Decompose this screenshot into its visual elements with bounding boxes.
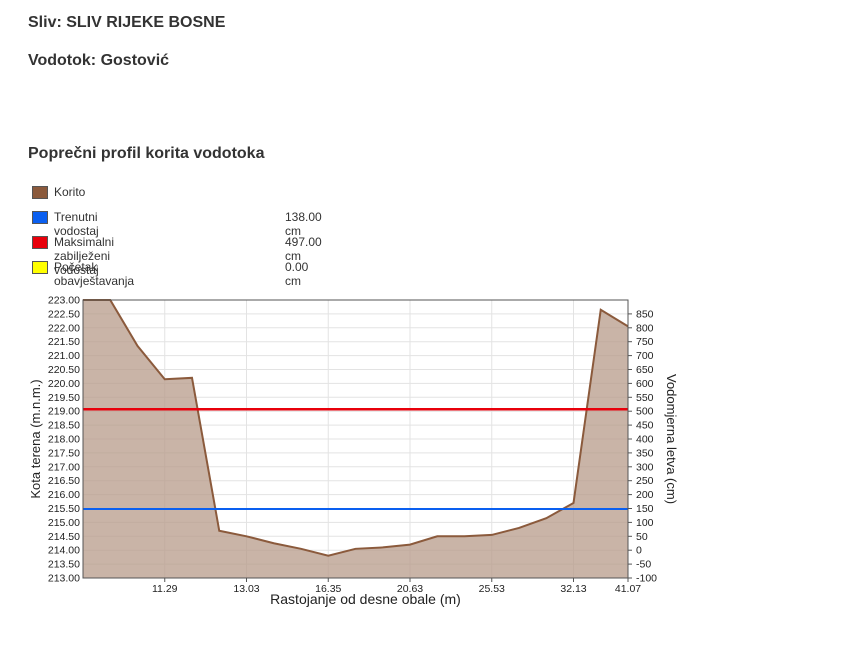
y2-tick-label: 200 bbox=[636, 489, 654, 501]
x-tick-label: 11.29 bbox=[152, 583, 178, 595]
korito-line bbox=[83, 299, 629, 557]
legend-swatch-trenutni bbox=[32, 211, 48, 224]
x-tick-label: 20.63 bbox=[397, 583, 423, 595]
y2-tick-label: 0 bbox=[636, 545, 642, 557]
legend-value: 138.00 cm bbox=[285, 210, 322, 238]
y2-tick-label: 750 bbox=[636, 336, 654, 348]
vodotok-heading: Vodotok: Gostović bbox=[28, 52, 170, 69]
y-tick-label: 214.50 bbox=[48, 531, 80, 543]
y-tick-label: 214.00 bbox=[48, 545, 80, 557]
y2-tick-label: 850 bbox=[636, 308, 654, 320]
y2-tick-label: 600 bbox=[636, 378, 654, 390]
y-tick-label: 216.50 bbox=[48, 475, 80, 487]
legend-value: 0.00 cm bbox=[285, 260, 309, 288]
y-tick-label: 218.00 bbox=[48, 434, 80, 446]
y2-tick-label: 450 bbox=[636, 420, 654, 432]
y2-tick-label: 500 bbox=[636, 406, 654, 418]
legend-swatch-korito bbox=[32, 186, 48, 199]
y-tick-label: 220.00 bbox=[48, 378, 80, 390]
y-tick-label: 216.00 bbox=[48, 489, 80, 501]
legend-label: Maksimalni zabilježeni vodostaj bbox=[54, 235, 115, 277]
legend-label: Početak obavještavanja bbox=[54, 260, 135, 288]
y-tick-label: 219.00 bbox=[48, 406, 80, 418]
x-tick-label: 16.35 bbox=[315, 583, 341, 595]
y2-tick-label: 300 bbox=[636, 461, 654, 473]
y-tick-label: 220.50 bbox=[48, 364, 80, 376]
x-tick-label: 25.53 bbox=[479, 583, 505, 595]
y2-tick-label: 250 bbox=[636, 475, 654, 487]
y-tick-label: 223.00 bbox=[48, 295, 80, 307]
y-tick-label: 217.50 bbox=[48, 447, 80, 459]
y2-axis-title: Vodomjerna letva (cm) bbox=[664, 374, 679, 504]
y-tick-label: 217.00 bbox=[48, 461, 80, 473]
y-tick-label: 222.50 bbox=[48, 308, 80, 320]
x-tick-label: 41.07 bbox=[615, 583, 641, 595]
y2-tick-label: 350 bbox=[636, 447, 654, 459]
y-tick-label: 215.00 bbox=[48, 517, 80, 529]
x-tick-label: 13.03 bbox=[233, 583, 259, 595]
sliv-heading: Sliv: SLIV RIJEKE BOSNE bbox=[28, 14, 226, 31]
section-title: Poprečni profil korita vodotoka bbox=[28, 145, 265, 162]
y-tick-label: 221.00 bbox=[48, 350, 80, 362]
legend-value: 497.00 cm bbox=[285, 235, 322, 263]
y-tick-label: 213.50 bbox=[48, 559, 80, 571]
y2-tick-label: 550 bbox=[636, 392, 654, 404]
y2-tick-label: 100 bbox=[636, 517, 654, 529]
y-tick-label: 218.50 bbox=[48, 420, 80, 432]
x-axis-title: Rastojanje od desne obale (m) bbox=[270, 591, 461, 607]
y2-tick-label: 700 bbox=[636, 350, 654, 362]
y2-tick-label: -50 bbox=[636, 559, 651, 571]
x-tick-label: 32.13 bbox=[560, 583, 586, 595]
korito-area bbox=[83, 300, 628, 578]
y-tick-label: 222.00 bbox=[48, 322, 80, 334]
y2-tick-label: -100 bbox=[636, 573, 657, 585]
y2-tick-label: 50 bbox=[636, 531, 648, 543]
legend-swatch-maksimalni bbox=[32, 236, 48, 249]
y2-tick-label: 400 bbox=[636, 434, 654, 446]
y-tick-label: 215.50 bbox=[48, 503, 80, 515]
y2-tick-label: 800 bbox=[636, 322, 654, 334]
y-axis-title: Kota terena (m.n.m.) bbox=[28, 379, 43, 498]
y-tick-label: 219.50 bbox=[48, 392, 80, 404]
y-tick-label: 221.50 bbox=[48, 336, 80, 348]
y-tick-label: 213.00 bbox=[48, 573, 80, 585]
legend-label: Trenutni vodostaj bbox=[54, 210, 99, 238]
legend-swatch-pocetak bbox=[32, 261, 48, 274]
y2-tick-label: 650 bbox=[636, 364, 654, 376]
y2-tick-label: 150 bbox=[636, 503, 654, 515]
legend-label: Korito bbox=[54, 185, 86, 199]
